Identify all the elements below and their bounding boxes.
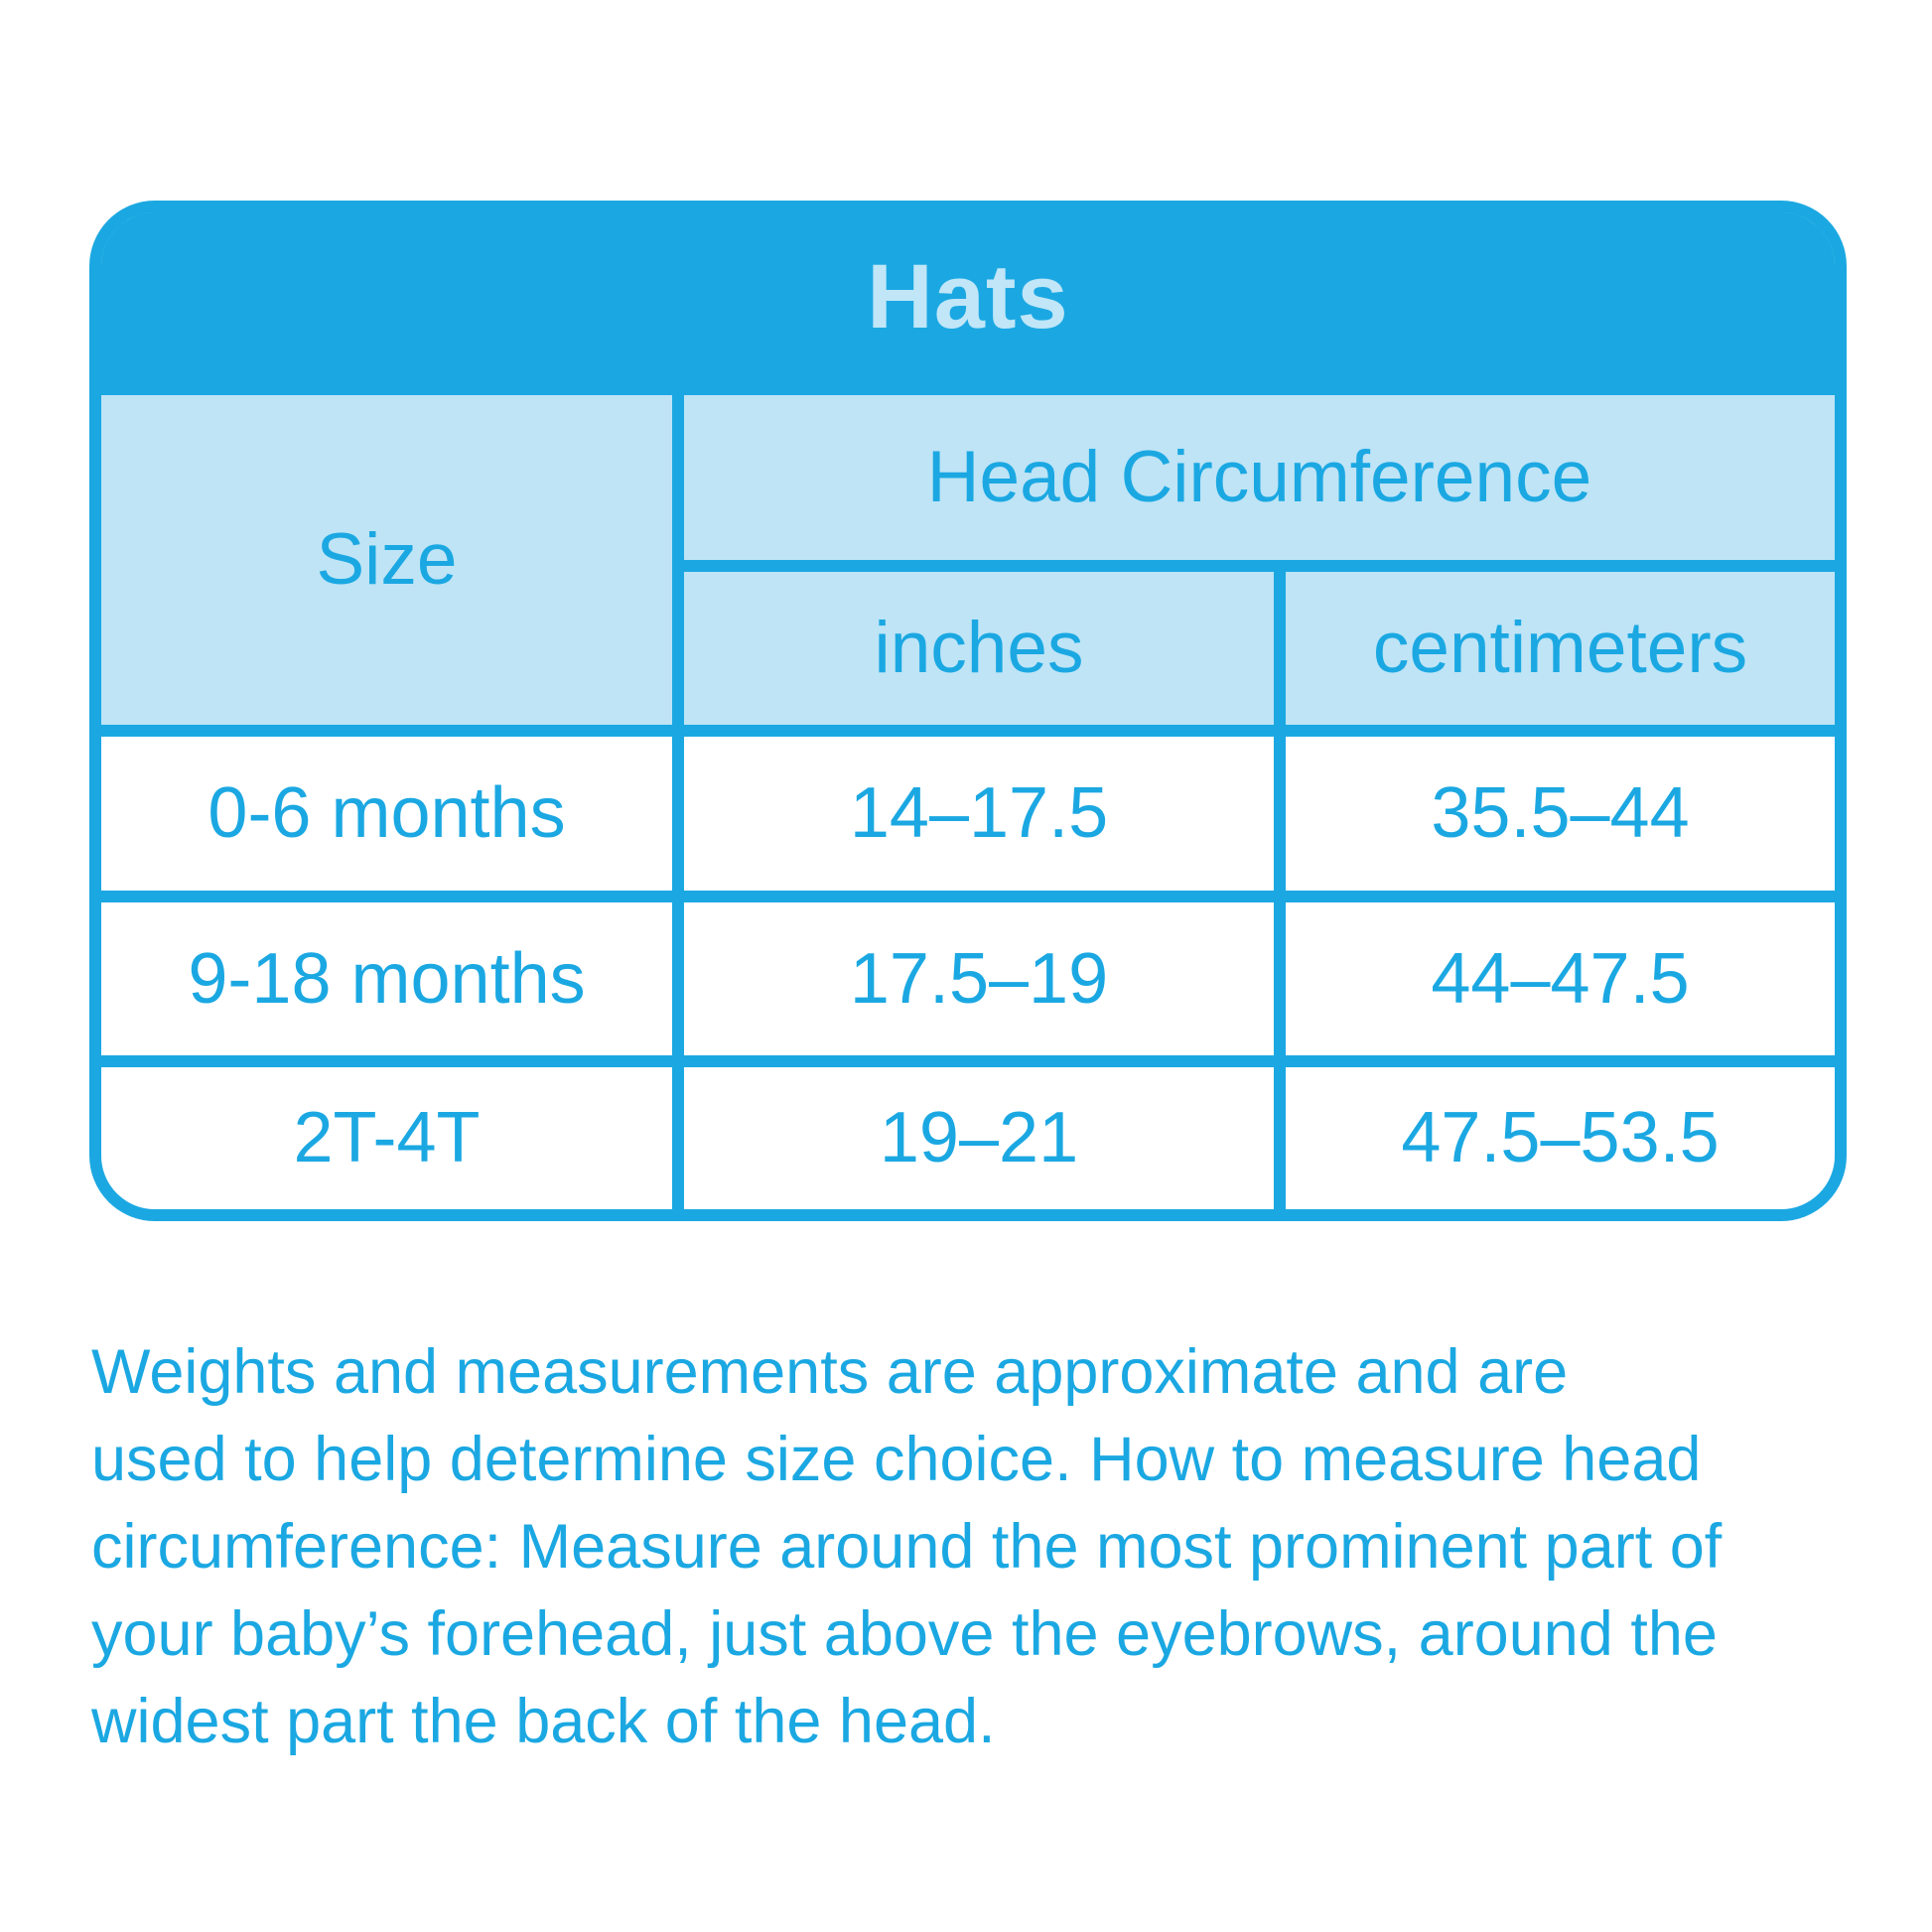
table-cell-row2-inches: 17.5–19	[684, 901, 1274, 1055]
size-chart-grid: Hats Size Head Circumference inches cent…	[101, 212, 1835, 1209]
table-cell-row2-centimeters: 44–47.5	[1286, 901, 1835, 1055]
table-cell-row2-size: 9-18 months	[101, 901, 672, 1055]
footnote-line: widest part the back of the head.	[91, 1687, 996, 1756]
column-group-header-head-circumference: Head Circumference	[684, 394, 1835, 560]
table-title: Hats	[101, 212, 1835, 383]
hats-size-chart-table: Hats Size Head Circumference inches cent…	[89, 201, 1847, 1221]
table-cell-row1-size: 0-6 months	[101, 736, 672, 891]
table-cell-row3-size: 2T-4T	[101, 1066, 672, 1209]
measurement-footnote: Weights and measurements are approximate…	[91, 1328, 1868, 1765]
footnote-line: circumference: Measure around the most p…	[91, 1512, 1723, 1582]
column-header-inches: inches	[684, 571, 1274, 725]
column-header-size: Size	[101, 394, 672, 725]
table-cell-row1-inches: 14–17.5	[684, 736, 1274, 891]
table-cell-row3-inches: 19–21	[684, 1066, 1274, 1209]
footnote-line: your baby’s forehead, just above the eye…	[91, 1599, 1718, 1669]
table-cell-row3-centimeters: 47.5–53.5	[1286, 1066, 1835, 1209]
footnote-line: used to help determine size choice. How …	[91, 1425, 1702, 1494]
table-cell-row1-centimeters: 35.5–44	[1286, 736, 1835, 891]
column-header-centimeters: centimeters	[1286, 571, 1835, 725]
footnote-line: Weights and measurements are approximate…	[91, 1337, 1569, 1407]
